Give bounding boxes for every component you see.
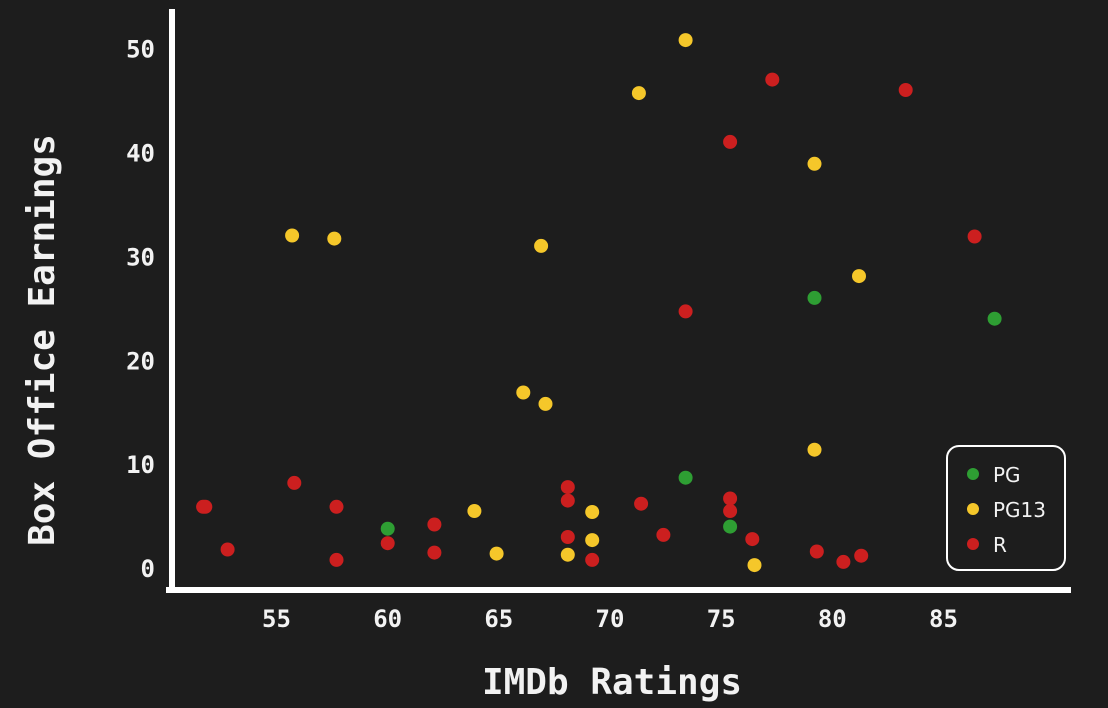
x-tick-label-55: 55 — [262, 605, 291, 633]
point-pg13-9 — [585, 505, 600, 519]
point-pg13-12 — [678, 33, 693, 48]
point-pg13-8 — [560, 547, 575, 562]
point-pg-4 — [807, 290, 822, 305]
point-pg13-1 — [285, 228, 300, 243]
point-r-13 — [585, 552, 600, 567]
point-r-17 — [723, 134, 738, 149]
point-r-9 — [427, 545, 442, 560]
y-axis-title: Box Office Earnings — [22, 134, 63, 546]
point-r-24 — [854, 548, 869, 563]
point-r-2 — [198, 499, 213, 514]
point-pg13-4 — [489, 546, 504, 561]
y-tick-label-30: 30 — [126, 243, 155, 271]
x-tick-label-75: 75 — [707, 605, 736, 633]
y-tick-label-0: 0 — [141, 555, 155, 583]
point-pg13-13 — [747, 558, 762, 573]
point-pg13-10 — [585, 533, 600, 548]
point-pg13-6 — [534, 238, 549, 253]
point-r-16 — [678, 304, 693, 319]
point-r-18 — [723, 491, 738, 506]
x-tick-label-80: 80 — [818, 605, 847, 633]
point-pg-2 — [678, 470, 693, 485]
x-axis-title: IMDb Ratings — [482, 662, 742, 703]
y-tick-label-50: 50 — [126, 35, 155, 63]
x-tick-label-65: 65 — [484, 605, 513, 633]
x-tick-label-85: 85 — [929, 605, 958, 633]
legend-marker-r — [967, 538, 979, 550]
point-r-25 — [898, 83, 913, 97]
point-pg13-16 — [852, 269, 866, 284]
point-pg13-14 — [807, 156, 822, 171]
point-r-15 — [656, 527, 671, 542]
point-r-10 — [560, 480, 575, 495]
point-r-14 — [634, 496, 649, 511]
x-tick-label-70: 70 — [596, 605, 625, 633]
point-r-12 — [560, 530, 575, 544]
point-pg13-11 — [631, 86, 646, 101]
y-tick-label-20: 20 — [126, 347, 155, 375]
point-pg-1 — [380, 521, 395, 536]
point-r-22 — [809, 544, 824, 559]
point-pg-5 — [987, 311, 1002, 326]
legend-label-pg13: PG13 — [993, 498, 1046, 522]
legend-label-r: R — [993, 533, 1007, 557]
data-points — [196, 33, 1002, 573]
point-r-20 — [745, 532, 760, 547]
point-r-5 — [329, 499, 344, 514]
legend-label-pg: PG — [993, 463, 1021, 487]
point-pg13-7 — [538, 396, 553, 411]
point-r-19 — [723, 504, 738, 518]
point-pg13-15 — [807, 442, 822, 457]
point-r-4 — [287, 475, 302, 490]
point-r-11 — [560, 493, 575, 508]
x-tick-label-60: 60 — [373, 605, 402, 633]
point-r-3 — [220, 542, 235, 557]
y-tick-label-40: 40 — [126, 139, 155, 167]
point-r-21 — [765, 72, 780, 87]
point-r-23 — [836, 554, 851, 569]
legend-marker-pg — [967, 468, 979, 480]
point-r-8 — [427, 517, 442, 532]
tick-labels: 55 60 65 70 75 80 85 0 10 20 30 40 50 — [126, 35, 958, 633]
point-pg13-5 — [516, 385, 531, 400]
point-pg-3 — [723, 519, 738, 534]
point-r-26 — [967, 229, 982, 244]
point-pg13-3 — [467, 504, 482, 518]
y-tick-label-10: 10 — [126, 451, 155, 479]
point-r-7 — [380, 536, 395, 551]
point-pg13-2 — [327, 231, 342, 246]
legend: PG PG13 R — [946, 445, 1066, 571]
point-r-6 — [329, 552, 344, 567]
legend-marker-pg13 — [967, 503, 979, 515]
